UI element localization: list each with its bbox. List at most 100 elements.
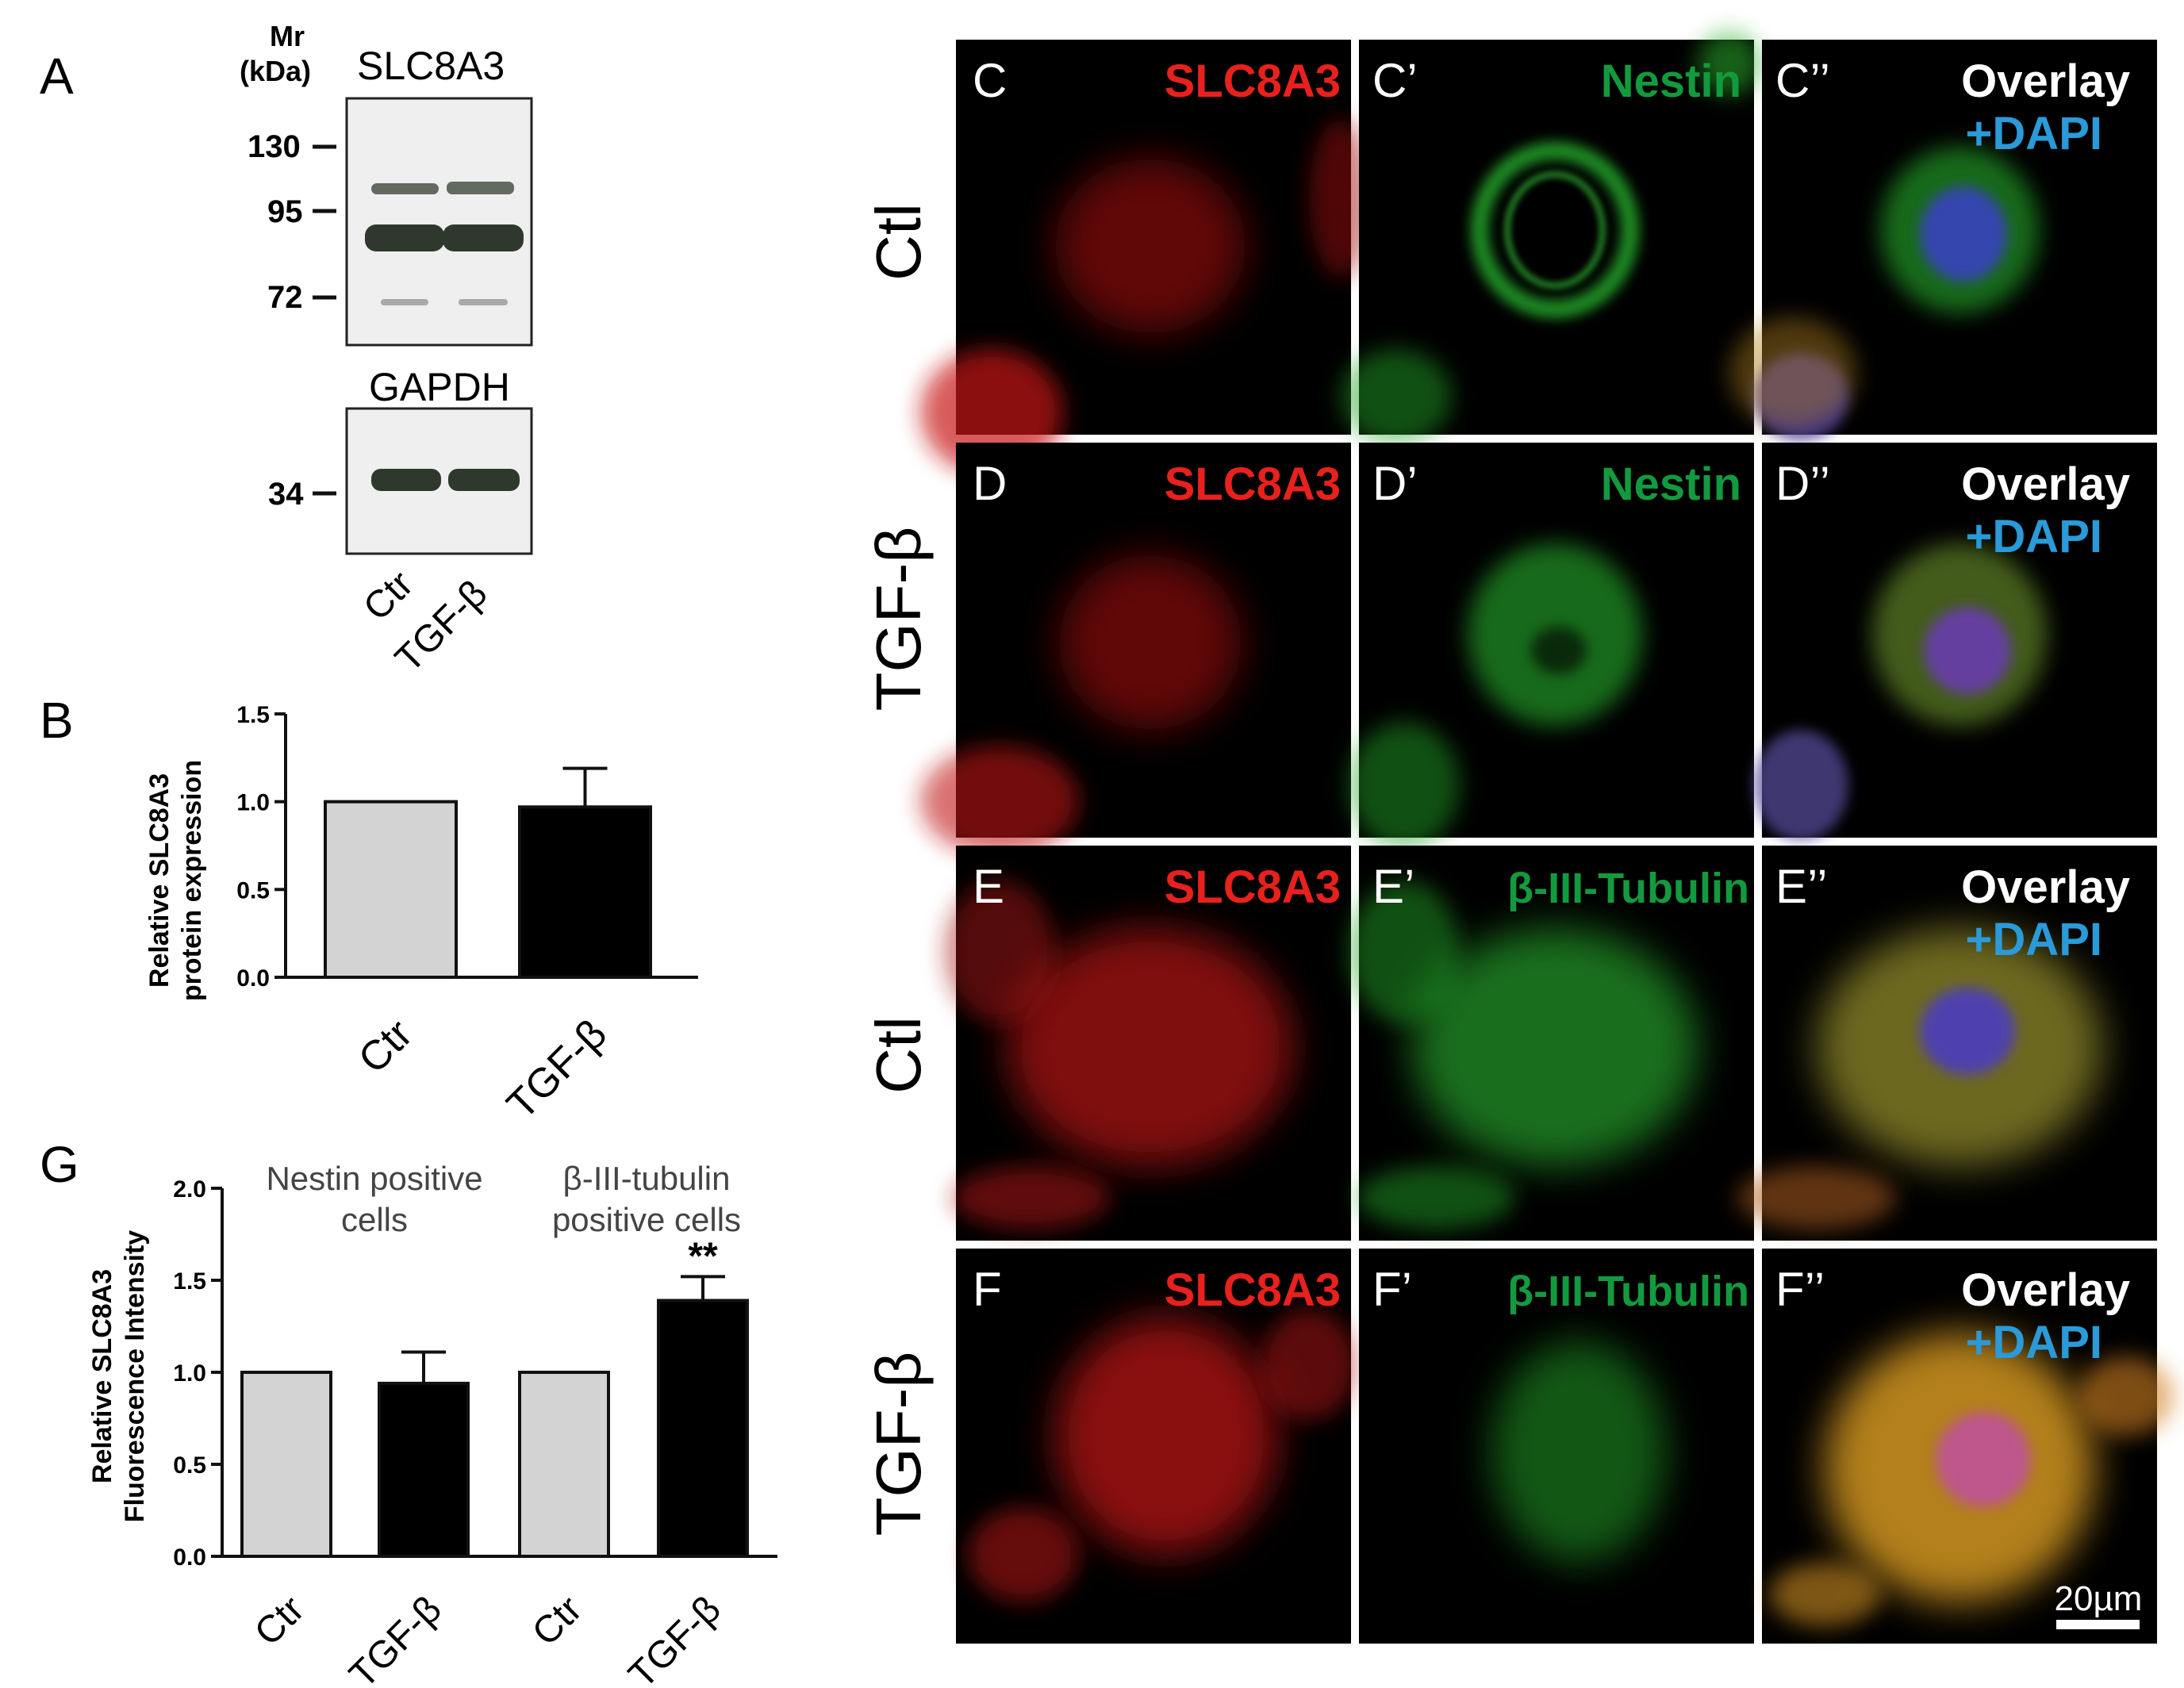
micrograph-f1: F’ β-III-Tubulin: [1359, 1249, 1754, 1644]
micrograph-c2: C’’ Overlay +DAPI: [1729, 40, 2157, 440]
x-category-label: Ctr: [247, 1588, 313, 1654]
label-e-slc8a3: SLC8A3: [1165, 861, 1341, 913]
micrograph-e1: E’ β-III-Tubulin: [1349, 846, 1754, 1241]
chart-b-ylabel-line1: Relative SLC8A3: [144, 773, 175, 988]
row-label-2: TGF-β: [863, 527, 934, 712]
label-d: D: [973, 457, 1007, 510]
panel-letter-a: A: [40, 48, 74, 105]
row-label-1: Ctl: [863, 203, 934, 281]
slc8a3-blot: [345, 97, 533, 347]
micrograph-f2: F’’ Overlay +DAPI 20µm: [1762, 1249, 2174, 1644]
label-c2: C’’: [1775, 54, 1830, 107]
label-d2-dapi: +DAPI: [1966, 511, 2102, 562]
bar: [324, 800, 458, 980]
y-tick-label: 0.5: [173, 1452, 206, 1479]
panel-g-chart: G Relative SLC8A3 Fluorescence Intensity…: [40, 1136, 777, 1688]
marker-34: 34: [268, 477, 304, 512]
panel-letter-g: G: [40, 1136, 79, 1193]
micrograph-d1: D’ Nestin: [1349, 443, 1754, 849]
label-d1: D’: [1372, 457, 1418, 510]
row-label-4: TGF-β: [863, 1352, 934, 1536]
panel-b-chart: B Relative SLC8A3 protein expression 0.0…: [40, 692, 698, 1128]
band-gapdh-tgf: [448, 469, 520, 491]
y-tick-label: 1.5: [236, 702, 270, 728]
gapdh-blot-label: GAPDH: [369, 365, 510, 409]
label-f1: F’: [1372, 1263, 1412, 1316]
y-tick-label: 0.5: [236, 877, 270, 903]
label-e2: E’’: [1775, 860, 1828, 913]
bar: [518, 805, 652, 979]
micrograph-c1: C’ Nestin: [1341, 32, 1761, 444]
panel-a: A Mr (kDa) SLC8A3 130 95 72 GAPDH 34 Ctr…: [40, 20, 533, 681]
row-label-3: Ctl: [863, 1016, 934, 1094]
micrograph-d2: D’’ Overlay +DAPI: [1753, 443, 2157, 841]
label-e1: E’: [1372, 860, 1414, 913]
label-e: E: [973, 860, 1004, 913]
label-e1-tubulin: β-III-Tubulin: [1507, 865, 1749, 912]
label-c-slc8a3: SLC8A3: [1165, 56, 1341, 107]
y-tick-label: 0.0: [173, 1544, 206, 1571]
x-category-label: Ctr: [350, 1011, 421, 1082]
micrograph-c: C SLC8A3: [920, 40, 1372, 476]
chart-g-group1-title-line1: Nestin positive: [266, 1160, 482, 1197]
band-85kda-tgf: [443, 224, 524, 251]
micrograph-d: D SLC8A3: [920, 443, 1351, 857]
micrograph-f: F SLC8A3: [956, 1249, 1357, 1644]
chart-b-marks: 0.0 0.5 1.0 1.5 Ctr TGF-β: [236, 702, 698, 1128]
x-category-label: TGF-β: [342, 1588, 450, 1688]
x-category-label: TGF-β: [621, 1588, 729, 1688]
label-c1: C’: [1372, 54, 1418, 107]
chart-b-ylabel-line2: protein expression: [177, 760, 207, 1001]
band-72kda-tgf: [459, 299, 508, 305]
chart-g-group2-title-line1: β-III-tubulin: [563, 1160, 731, 1197]
label-e2-dapi: +DAPI: [1966, 914, 2102, 965]
y-tick-label: 1.5: [173, 1268, 206, 1295]
chart-g-ylabel-line1: Relative SLC8A3: [87, 1269, 117, 1483]
marker-72: 72: [267, 280, 303, 315]
bar: [657, 1299, 749, 1559]
slc8a3-blot-label: SLC8A3: [357, 44, 505, 88]
label-f2: F’’: [1775, 1263, 1825, 1316]
chart-g-group2-title-line2: positive cells: [552, 1201, 741, 1238]
marker-95: 95: [267, 194, 303, 229]
label-d-slc8a3: SLC8A3: [1165, 458, 1341, 510]
bar: [518, 1371, 610, 1558]
label-e2-overlay: Overlay: [1961, 861, 2130, 913]
label-c: C: [973, 54, 1007, 107]
mr-title: Mr: [270, 20, 305, 52]
label-f2-dapi: +DAPI: [1966, 1317, 2102, 1368]
label-f1-tubulin: β-III-Tubulin: [1507, 1268, 1749, 1315]
micrograph-e2: E’’ Overlay +DAPI: [1737, 846, 2157, 1241]
x-category-label: TGF-β: [498, 1011, 616, 1128]
micrograph-e: E SLC8A3: [944, 846, 1351, 1241]
y-tick-label: 1.0: [236, 790, 270, 816]
scale-bar-label: 20µm: [2055, 1579, 2143, 1618]
band-72kda-ctr: [381, 299, 428, 305]
label-f2-overlay: Overlay: [1961, 1264, 2130, 1316]
chart-g-group1-title-line2: cells: [341, 1201, 408, 1238]
label-c1-nestin: Nestin: [1601, 56, 1741, 107]
micrograph-grid: Ctl TGF-β Ctl TGF-β C SLC8A3 C’ Nestin: [863, 32, 2174, 1644]
panel-letter-b: B: [40, 692, 74, 749]
mr-unit: (kDa): [240, 55, 311, 87]
label-c2-dapi: +DAPI: [1966, 108, 2102, 159]
band-100kda-ctr: [371, 183, 439, 194]
x-category-label: Ctr: [524, 1588, 590, 1654]
marker-130: 130: [248, 129, 301, 164]
y-tick-label: 0.0: [236, 965, 270, 992]
label-f-slc8a3: SLC8A3: [1165, 1264, 1341, 1316]
label-c2-overlay: Overlay: [1961, 56, 2130, 107]
chart-g-ylabel-line2: Fluorescence Intensity: [120, 1230, 150, 1523]
band-100kda-tgf: [447, 182, 514, 194]
band-gapdh-ctr: [371, 469, 441, 491]
label-f: F: [973, 1263, 1002, 1316]
lane-label-ctr: Ctr: [355, 563, 421, 629]
label-d2: D’’: [1775, 457, 1830, 510]
label-d2-overlay: Overlay: [1961, 458, 2130, 510]
label-d1-nestin: Nestin: [1601, 458, 1741, 510]
band-85kda-ctr: [365, 224, 444, 251]
bar: [240, 1371, 332, 1558]
significance-annotation: **: [688, 1235, 718, 1277]
y-tick-label: 1.0: [173, 1360, 206, 1387]
